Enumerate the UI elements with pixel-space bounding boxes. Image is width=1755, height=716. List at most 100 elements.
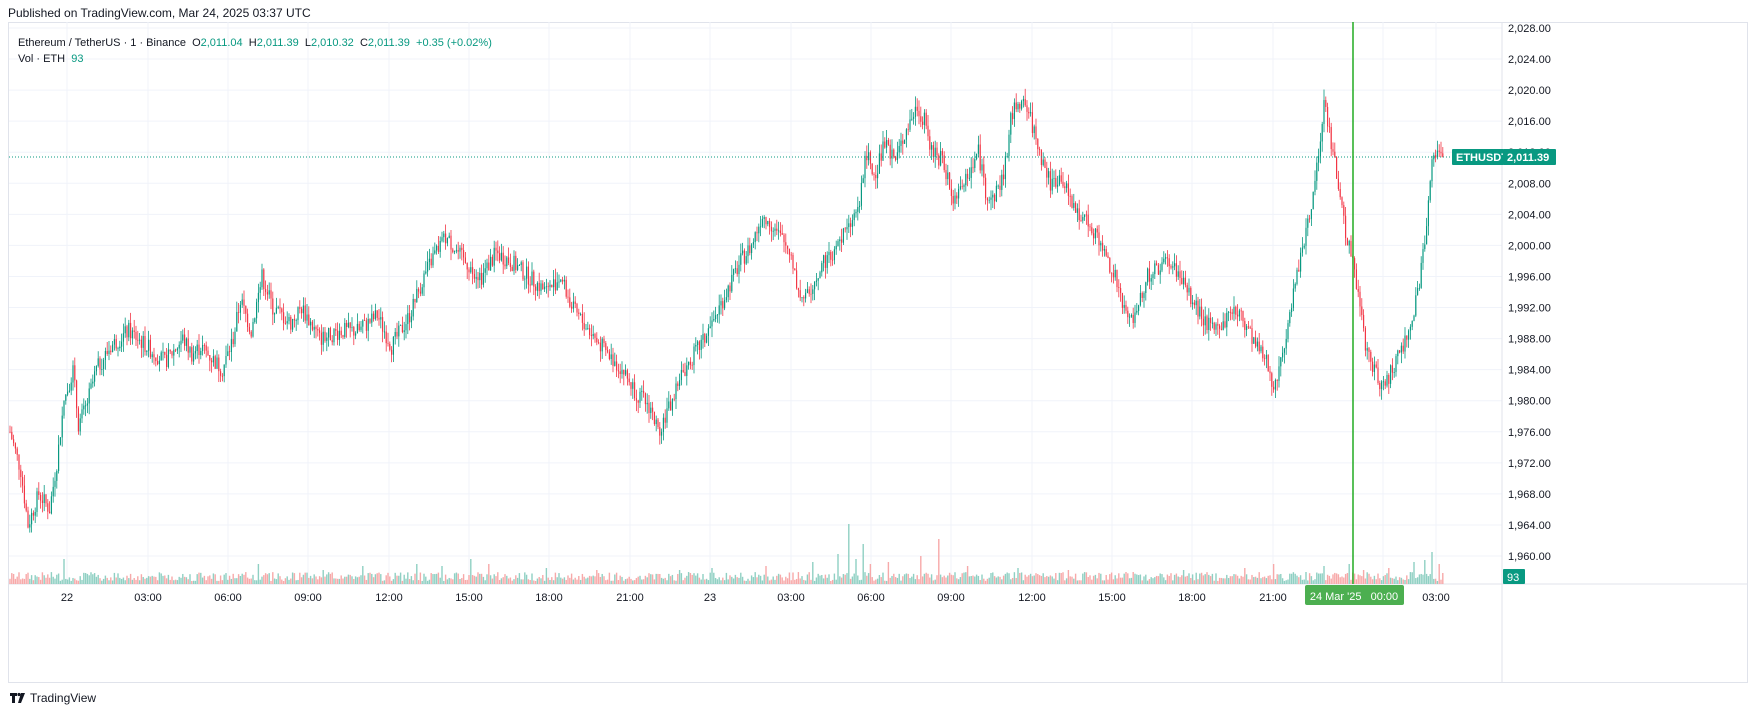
candle-body bbox=[1121, 292, 1123, 308]
volume-bar bbox=[576, 579, 578, 584]
candle-body bbox=[1064, 186, 1066, 189]
candle-body bbox=[592, 333, 594, 337]
volume-bar bbox=[1281, 578, 1284, 584]
time-tick-label: 03:00 bbox=[1422, 592, 1450, 604]
volume-bar bbox=[831, 579, 834, 584]
volume-bar bbox=[464, 580, 467, 584]
volume-bar bbox=[617, 580, 620, 584]
volume-bar bbox=[1161, 574, 1163, 584]
candle-body bbox=[846, 227, 848, 230]
candle-body bbox=[256, 302, 258, 319]
volume-bar bbox=[734, 574, 737, 584]
volume-bar bbox=[880, 577, 882, 584]
price-tick-label: 1,996.00 bbox=[1508, 271, 1551, 283]
volume-bar bbox=[201, 577, 204, 584]
candle-body bbox=[538, 282, 540, 292]
candle-body bbox=[580, 313, 582, 315]
volume-bar bbox=[443, 580, 445, 584]
volume-bar bbox=[1188, 573, 1190, 584]
candle-body bbox=[805, 292, 807, 299]
volume-bar bbox=[867, 573, 870, 584]
candle-body bbox=[180, 340, 182, 345]
candle-body bbox=[1145, 282, 1147, 294]
candle-body bbox=[977, 144, 979, 154]
candle-body bbox=[1327, 106, 1329, 127]
candle-body bbox=[308, 314, 310, 326]
volume-bar bbox=[1415, 578, 1417, 584]
volume-bar bbox=[781, 577, 783, 584]
volume-bar bbox=[1155, 575, 1158, 584]
volume-bar bbox=[968, 576, 971, 584]
volume-bar bbox=[36, 576, 38, 584]
volume-bar bbox=[329, 573, 332, 584]
volume-bar bbox=[947, 575, 949, 584]
candle-body bbox=[326, 337, 328, 341]
volume-bar bbox=[1413, 562, 1415, 584]
volume-bar bbox=[225, 573, 227, 584]
volume-bar bbox=[693, 573, 695, 584]
volume-bar bbox=[1217, 580, 1219, 584]
candle-body bbox=[1031, 112, 1033, 134]
candle-body bbox=[365, 320, 367, 331]
candle-body bbox=[450, 235, 452, 250]
candle-body bbox=[986, 198, 988, 201]
candle-body bbox=[1318, 156, 1320, 163]
candle-body bbox=[598, 342, 600, 344]
candle-body bbox=[680, 370, 682, 381]
candle-body bbox=[1057, 184, 1059, 187]
candle-body bbox=[913, 116, 915, 119]
volume-bar bbox=[738, 577, 740, 584]
candle-body bbox=[1199, 306, 1201, 317]
volume-bar bbox=[1389, 577, 1392, 584]
volume-bar bbox=[68, 577, 71, 584]
candle-body bbox=[619, 371, 621, 375]
open-value: 2,011.04 bbox=[200, 37, 243, 49]
candle-body bbox=[1192, 302, 1194, 305]
candle-body bbox=[954, 195, 956, 204]
candle-body bbox=[677, 383, 679, 386]
volume-bar bbox=[1388, 568, 1390, 584]
volume-bar bbox=[666, 580, 668, 584]
volume-bar bbox=[385, 575, 387, 584]
volume-bar bbox=[1425, 573, 1428, 584]
candle-body bbox=[1100, 242, 1102, 246]
candle-body bbox=[994, 194, 996, 202]
volume-bar bbox=[1163, 577, 1165, 584]
volume-bar bbox=[1028, 575, 1030, 584]
volume-bar bbox=[1116, 578, 1118, 584]
volume-bar bbox=[549, 579, 551, 584]
candle-body bbox=[526, 266, 528, 279]
volume-bar bbox=[952, 575, 954, 584]
volume-bar bbox=[47, 574, 49, 584]
candle-body bbox=[245, 305, 247, 314]
candle-body bbox=[108, 350, 110, 354]
candle-body bbox=[833, 249, 835, 260]
volume-bar bbox=[677, 573, 679, 584]
candle-body bbox=[428, 258, 430, 262]
volume-bar bbox=[1038, 575, 1041, 584]
candle-body bbox=[1251, 328, 1253, 344]
candle-body bbox=[1118, 287, 1120, 289]
volume-bar bbox=[257, 564, 260, 584]
candle-body bbox=[401, 324, 403, 333]
candle-body bbox=[414, 298, 416, 303]
candle-body bbox=[457, 250, 459, 252]
candle-body bbox=[1127, 310, 1129, 318]
volume-bar bbox=[1249, 579, 1251, 584]
candle-body bbox=[715, 315, 717, 320]
volume-bar bbox=[848, 524, 850, 584]
volume-bar bbox=[626, 578, 629, 584]
volume-bar bbox=[1346, 573, 1349, 584]
volume-bar bbox=[961, 573, 963, 584]
volume-bar bbox=[192, 580, 195, 584]
candle-body bbox=[81, 409, 83, 419]
candle-body bbox=[684, 371, 686, 376]
symbol-name: Ethereum / TetherUS · 1 · Binance bbox=[18, 37, 186, 49]
volume-bar bbox=[689, 572, 692, 584]
volume-bar bbox=[578, 575, 580, 584]
volume-bar bbox=[466, 579, 468, 584]
chart-legend: Ethereum / TetherUS · 1 · Binance O2,011… bbox=[18, 35, 492, 67]
volume-bar bbox=[713, 572, 715, 584]
candle-body bbox=[1429, 181, 1431, 201]
